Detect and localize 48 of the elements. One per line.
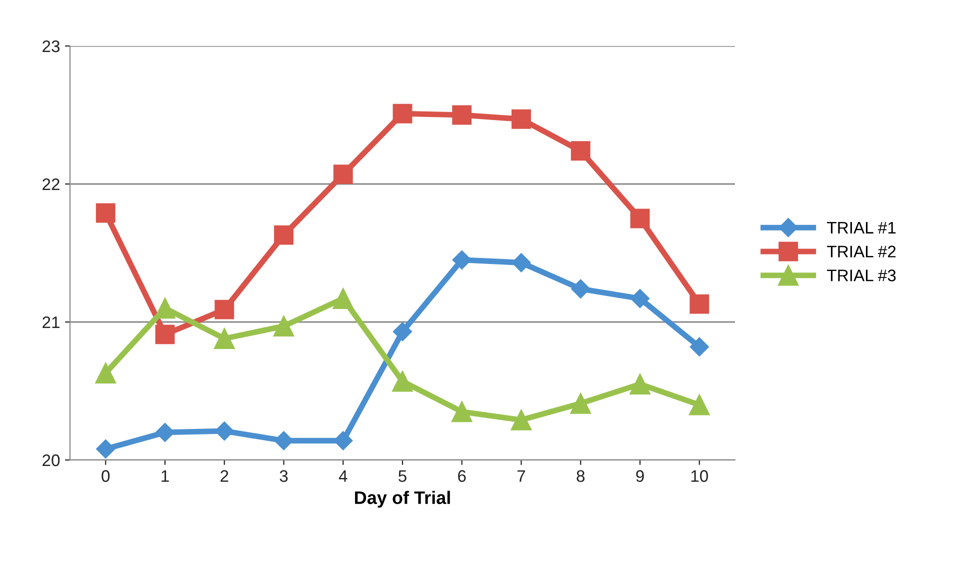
point [274, 225, 294, 245]
x-tick-label: 4 [338, 470, 348, 482]
legend-label: TRIAL #1 [827, 222, 896, 234]
point [570, 393, 592, 414]
point [690, 294, 710, 314]
point [332, 288, 354, 309]
legend-label: TRIAL #2 [827, 246, 896, 258]
point [333, 164, 353, 184]
x-tick-label: 9 [636, 470, 644, 482]
point [392, 104, 412, 124]
point [95, 362, 116, 384]
point [630, 289, 650, 308]
point [214, 300, 234, 320]
point [452, 250, 472, 270]
x-tick-label: 3 [280, 470, 288, 482]
point [154, 298, 176, 319]
x-tick-label: 0 [102, 470, 110, 482]
x-axis-title: Day of Trial [355, 490, 450, 508]
point [630, 374, 650, 395]
point [512, 253, 531, 272]
point [690, 337, 709, 356]
x-tick-label: 10 [691, 470, 708, 482]
point [451, 401, 472, 422]
point [96, 439, 116, 458]
point [214, 328, 235, 349]
x-tick-label: 1 [162, 470, 169, 482]
point [392, 370, 413, 392]
point [512, 109, 531, 129]
point [630, 208, 650, 228]
point [96, 203, 116, 223]
point [392, 322, 412, 342]
point [570, 141, 590, 161]
y-tick-label: 20 [42, 454, 60, 466]
x-tick-label: 7 [517, 470, 526, 482]
point [510, 410, 532, 430]
y-tick-label: 23 [42, 40, 60, 52]
point [273, 316, 294, 337]
x-tick-label: 6 [458, 470, 466, 482]
point [155, 324, 175, 344]
x-tick-label: 8 [576, 470, 585, 482]
point [688, 394, 710, 416]
x-tick-label: 2 [220, 470, 228, 482]
legend-label: TRIAL #3 [827, 270, 896, 282]
point [452, 105, 472, 125]
x-tick-label: 5 [398, 470, 406, 482]
y-tick-label: 21 [42, 316, 60, 328]
y-tick-label: 22 [42, 178, 60, 190]
point [571, 279, 590, 298]
